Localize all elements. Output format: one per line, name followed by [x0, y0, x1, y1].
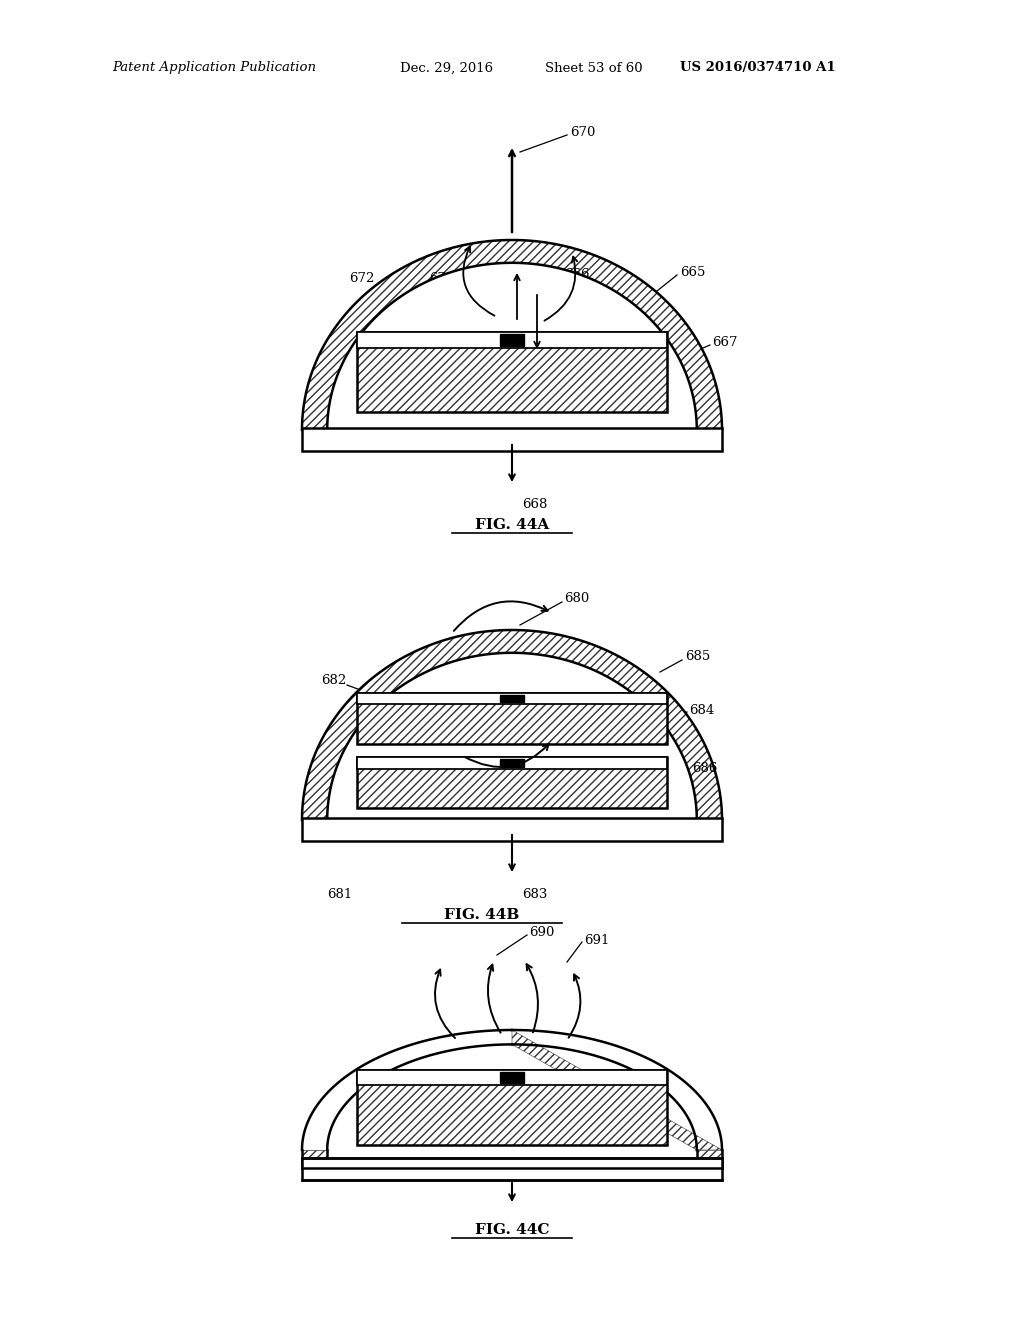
Polygon shape	[696, 820, 722, 840]
Text: Sheet 53 of 60: Sheet 53 of 60	[545, 62, 643, 74]
Text: 685: 685	[685, 651, 711, 664]
Text: FIG. 44C: FIG. 44C	[475, 1224, 549, 1237]
Bar	[356, 1071, 668, 1144]
Text: Patent Application Publication: Patent Application Publication	[112, 62, 316, 74]
Text: 683: 683	[522, 888, 548, 902]
Bar	[356, 693, 668, 743]
Text: 684: 684	[689, 704, 715, 717]
Bar	[356, 758, 668, 768]
Polygon shape	[302, 630, 722, 820]
Text: 681: 681	[327, 888, 352, 902]
Bar	[302, 818, 722, 841]
Bar	[356, 333, 668, 412]
Bar	[501, 1072, 523, 1082]
Text: 668: 668	[522, 499, 548, 511]
Bar	[302, 1150, 328, 1168]
Bar	[356, 693, 668, 743]
Polygon shape	[512, 1030, 722, 1150]
Text: 691: 691	[584, 933, 609, 946]
Bar	[356, 758, 668, 808]
Bar	[356, 758, 668, 808]
Text: 666: 666	[564, 268, 590, 281]
Bar	[356, 1071, 668, 1085]
Text: 667: 667	[712, 337, 737, 350]
Text: 682: 682	[322, 673, 347, 686]
Polygon shape	[328, 653, 696, 820]
Text: 680: 680	[564, 593, 589, 606]
Text: 665: 665	[680, 267, 706, 280]
Bar	[356, 333, 668, 348]
Bar	[356, 1071, 668, 1144]
Bar	[356, 693, 668, 704]
Text: FIG. 44B: FIG. 44B	[444, 908, 520, 921]
Polygon shape	[302, 820, 328, 840]
Polygon shape	[302, 430, 328, 449]
Bar	[696, 1150, 722, 1168]
Polygon shape	[328, 263, 696, 430]
Text: Dec. 29, 2016: Dec. 29, 2016	[400, 62, 494, 74]
Text: 671: 671	[429, 272, 455, 285]
Bar	[501, 696, 523, 702]
Bar	[501, 759, 523, 767]
Text: 686: 686	[692, 762, 718, 775]
Text: 672: 672	[349, 272, 375, 285]
Polygon shape	[302, 240, 722, 430]
Text: 669: 669	[474, 268, 500, 281]
Text: 670: 670	[570, 125, 595, 139]
Bar	[302, 428, 722, 451]
Text: 690: 690	[529, 925, 554, 939]
Bar	[356, 333, 668, 412]
Text: US 2016/0374710 A1: US 2016/0374710 A1	[680, 62, 836, 74]
Bar	[501, 334, 523, 346]
Text: FIG. 44A: FIG. 44A	[475, 517, 549, 532]
Polygon shape	[696, 430, 722, 449]
Bar	[302, 1158, 722, 1180]
